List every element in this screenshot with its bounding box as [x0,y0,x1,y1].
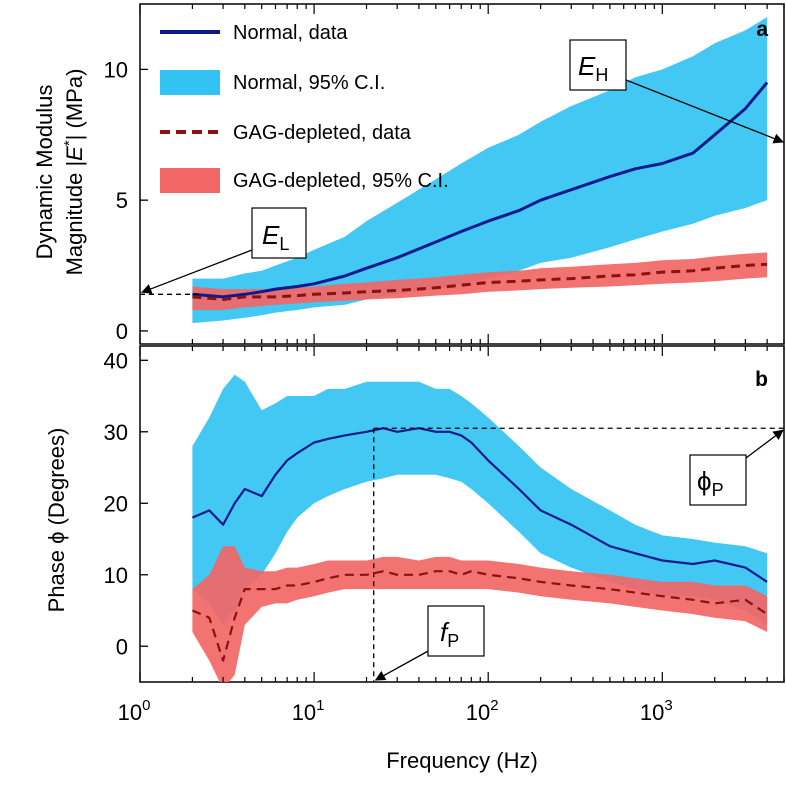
annotation-EL: EL [251,207,307,259]
annotation-phiP: ϕP [689,454,747,506]
panel-a-series-normal [192,81,769,299]
panel-a-ylabel-line1: Dynamic Modulus [32,85,57,260]
panel-a-ylabel-post: | (MPa) [62,69,87,141]
annotation-EL-box [251,207,307,259]
annotation-phiP-box [689,454,747,506]
x-tick-label: 101 [292,697,325,725]
annotations [140,79,784,682]
annotation-EL-subscript: L [279,234,289,254]
x-tick-label: 103 [640,697,673,725]
fP-arrow [374,649,431,681]
panel-b-ytick-label: 30 [104,420,128,445]
panel-b-ytick-label: 40 [104,348,128,373]
panel-a-ytick-label: 10 [104,57,128,82]
x-tick-label-exponent: 2 [490,697,498,714]
legend-swatch-normal-ci [160,70,220,95]
panel-a-ylabel-sup: * [61,140,78,146]
annotation-phiP-subscript: P [712,480,724,500]
annotation-EH-label: EH [578,51,608,85]
panel-b-ytick-label: 10 [104,563,128,588]
EH-arrow [625,79,784,144]
annotation-fP-symbol: f [440,617,450,647]
panel-b-frame [139,345,785,683]
panel-b-ylabel: Phase ϕ (Degrees) [44,428,69,613]
x-tick-label-exponent: 0 [142,697,150,714]
x-tick-label-base: 10 [118,700,142,725]
annotation-fP-label: fP [440,617,459,651]
legend: Normal, data Normal, 95% C.I. GAG-deplet… [160,22,449,193]
x-axis-label: Frequency (Hz) [386,748,538,773]
panel-a-ylabel-var: E [62,146,87,161]
annotation-EH-box [569,39,627,91]
annotation-phiP-label: ϕP [697,466,724,500]
x-tick-label-exponent: 3 [664,697,672,714]
annotation-EH-symbol: E [578,51,596,81]
legend-label-normal-ci: Normal, 95% C.I. [233,72,385,94]
x-tick-label: 100 [118,697,151,725]
panel-a-letter: a [756,18,768,41]
panel-b-ci-band-gag [192,546,768,682]
annotation-phiP-symbol: ϕ [697,466,712,496]
panel-a-ylabel-pre: Magnitude | [62,161,87,276]
legend-label-gag-data: GAG-depleted, data [233,122,412,144]
EL-arrow [141,249,253,294]
legend-label-gag-ci: GAG-depleted, 95% C.I. [233,170,449,192]
panel-a-ylabel-line2: Magnitude |E*| (MPa) [61,69,87,276]
annotation-fP-subscript: P [447,631,459,651]
x-tick-label-exponent: 1 [316,697,324,714]
annotation-EL-symbol: E [262,220,280,250]
panel-a-frame [139,3,785,345]
panel-a-lines [192,81,769,301]
panel-b-letter: b [755,368,768,391]
annotation-EH-subscript: H [595,65,608,85]
panel-b-ytick-label: 20 [104,491,128,516]
annotation-EH: EH [569,39,627,91]
panel-a-ytick-label: 0 [116,319,128,344]
legend-label-normal-data: Normal, data [233,22,348,44]
x-tick-label-base: 10 [292,700,316,725]
panel-b-ytick-label: 0 [116,634,128,659]
panel-a-bands [192,17,768,324]
panel-a-ci-band-normal [192,17,768,324]
panel-b-series-gag [191,570,768,662]
annotation-fP: fP [427,605,485,657]
panel-a-series-gag [192,262,768,301]
annotation-fP-box [427,605,485,657]
phiP-arrow [745,429,784,459]
x-tick-label: 102 [466,697,499,725]
panel-a-ci-band-gag [192,252,768,310]
legend-swatch-gag-ci [160,168,220,193]
x-tick-label-base: 10 [466,700,490,725]
annotation-EL-label: EL [262,220,289,254]
x-tick-label-base: 10 [640,700,664,725]
panel-a-ytick-label: 5 [116,188,128,213]
